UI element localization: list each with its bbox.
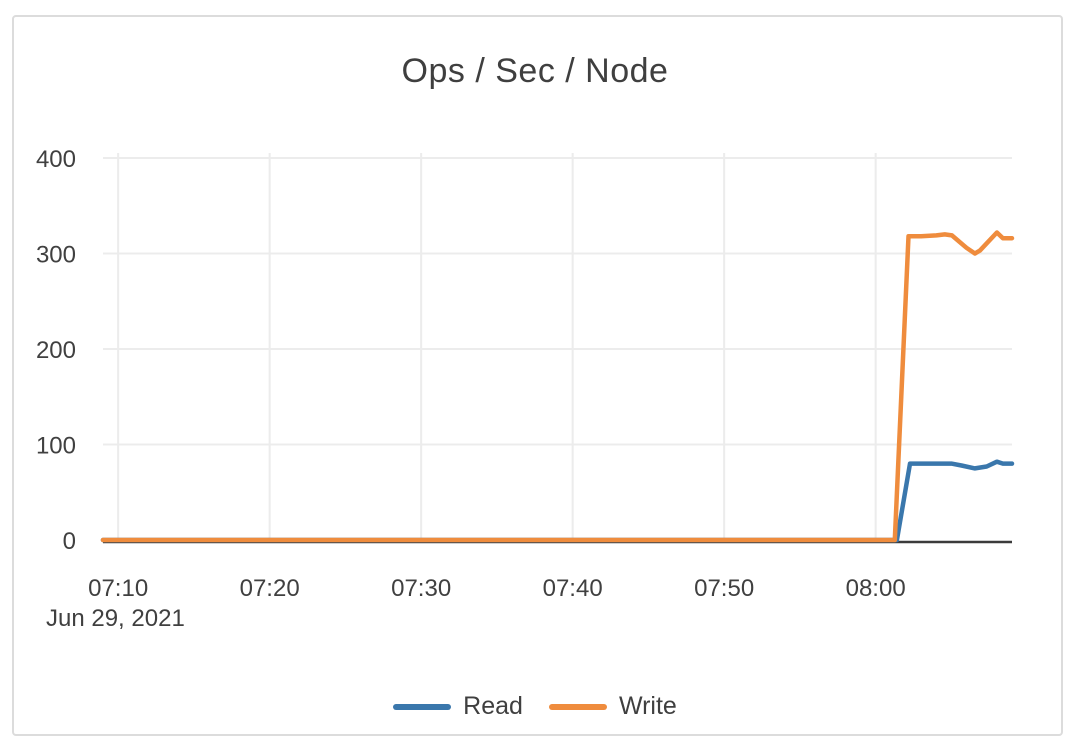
x-tick-label: 07:30 xyxy=(391,575,451,602)
legend-item-write[interactable]: Write xyxy=(548,692,677,721)
x-tick-label: 07:20 xyxy=(240,575,300,602)
x-tick-label: 08:00 xyxy=(846,575,906,602)
x-axis-date-label: Jun 29, 2021 xyxy=(46,605,185,632)
y-tick-label: 200 xyxy=(36,337,76,364)
tick-labels: 0 100 200 300 400 07:10 07:20 07:30 07:40 07:50 08… xyxy=(36,146,906,632)
x-tick-label: 07:10 xyxy=(88,575,148,602)
gridlines xyxy=(103,153,1012,542)
legend-label-read: Read xyxy=(463,692,523,720)
legend-item-read[interactable]: Read xyxy=(393,692,523,721)
read-line-swatch xyxy=(393,703,452,710)
y-tick-label: 0 xyxy=(63,528,76,555)
chart-card xyxy=(12,15,1063,736)
x-tick-label: 07:50 xyxy=(694,575,754,602)
y-tick-label: 400 xyxy=(36,146,76,173)
chart-title: Ops / Sec / Node xyxy=(401,52,669,90)
x-tick-label: 07:40 xyxy=(543,575,603,602)
legend: Read Write xyxy=(0,692,1070,721)
write-line-swatch xyxy=(548,703,607,710)
series-line-write xyxy=(100,230,1015,543)
y-tick-label: 300 xyxy=(36,242,76,269)
legend-label-write: Write xyxy=(618,692,677,720)
y-tick-label: 100 xyxy=(36,433,76,460)
